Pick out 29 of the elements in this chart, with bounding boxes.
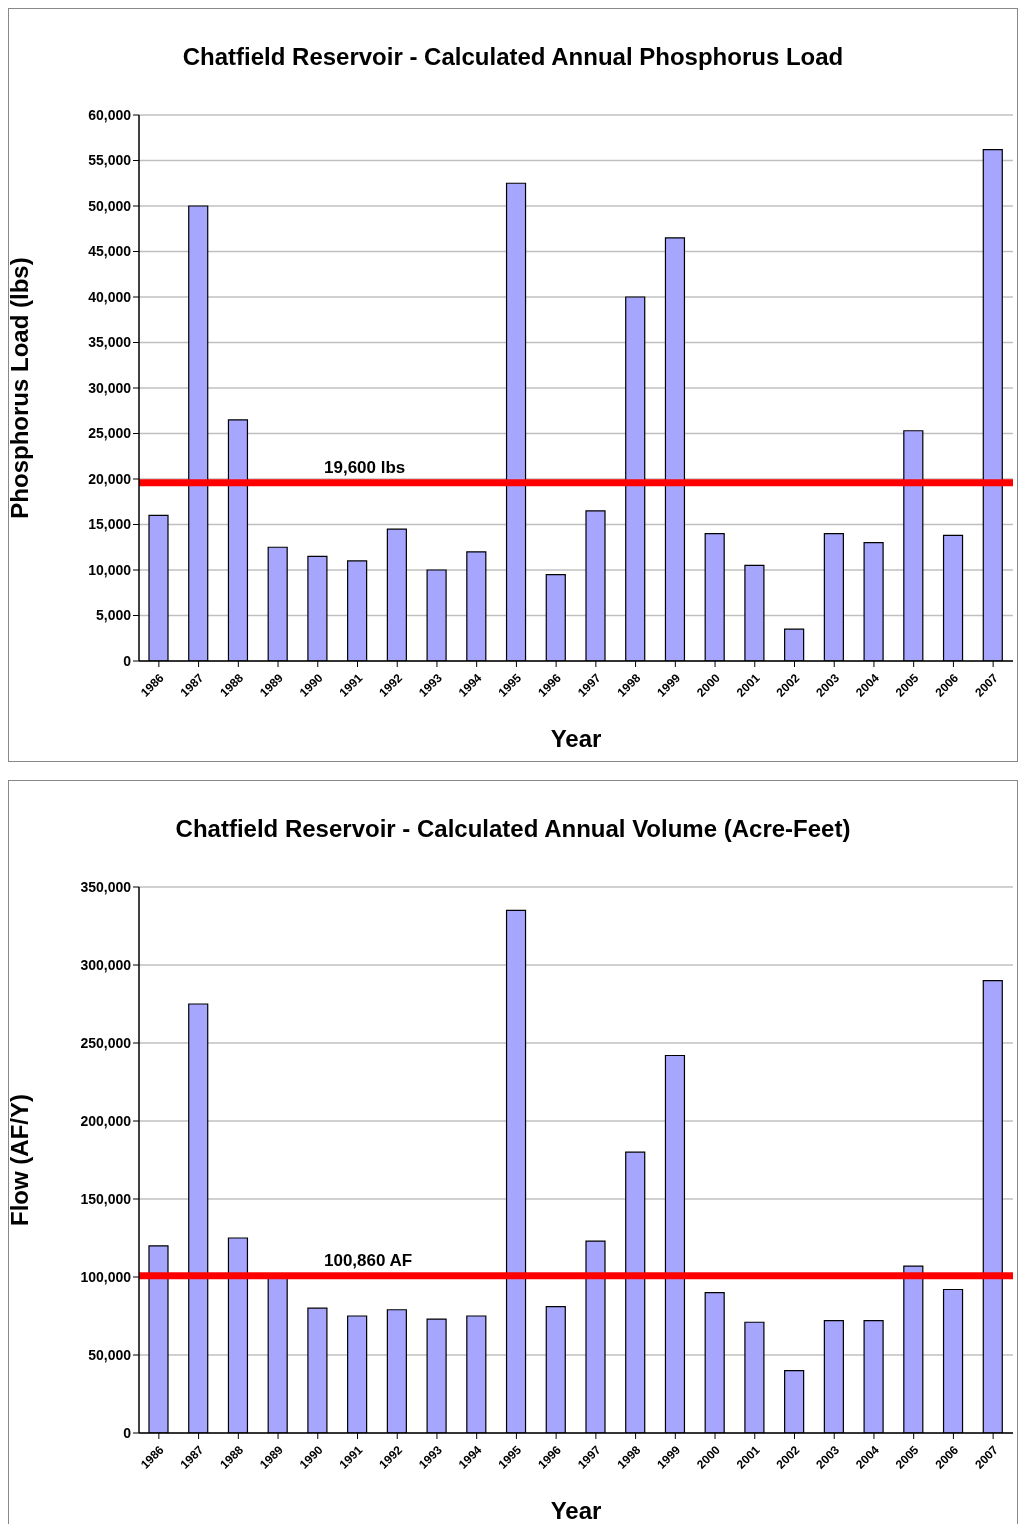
y-axis-title: Phosphorus Load (lbs) xyxy=(5,257,33,519)
x-axis-title: Year xyxy=(550,725,602,752)
y-tick-label: 350,000 xyxy=(80,878,132,895)
y-tick-label: 15,000 xyxy=(88,516,132,533)
y-tick-label: 25,000 xyxy=(88,425,132,442)
y-tick-label: 55,000 xyxy=(88,152,132,169)
y-tick-label: 0 xyxy=(123,1424,132,1441)
chart-title: Chatfield Reservoir - Calculated Annual Phosphorus Load xyxy=(181,42,845,72)
y-tick-label: 150,000 xyxy=(80,1190,132,1207)
y-tick-label: 10,000 xyxy=(88,561,132,578)
y-tick-label: 35,000 xyxy=(88,334,132,351)
ref-line-label: 19,600 lbs xyxy=(324,457,406,477)
y-tick-label: 300,000 xyxy=(80,956,132,973)
ref-line-label: 100,860 AF xyxy=(324,1250,413,1270)
y-tick-label: 60,000 xyxy=(88,106,132,123)
y-tick-label: 40,000 xyxy=(88,288,132,305)
y-tick-label: 20,000 xyxy=(88,470,132,487)
y-tick-label: 30,000 xyxy=(88,379,132,396)
y-axis-title: Flow (AF/Y) xyxy=(5,1094,33,1226)
y-tick-label: 50,000 xyxy=(88,197,132,214)
y-tick-label: 200,000 xyxy=(80,1112,132,1129)
y-tick-label: 100,000 xyxy=(80,1268,132,1285)
y-tick-label: 50,000 xyxy=(88,1346,132,1363)
x-axis-title: Year xyxy=(550,1497,602,1524)
y-tick-label: 45,000 xyxy=(88,243,132,260)
y-tick-label: 5,000 xyxy=(95,607,132,624)
y-tick-label: 250,000 xyxy=(80,1034,132,1051)
chart-title: Chatfield Reservoir - Calculated Annual Volume (Acre-Feet) xyxy=(174,814,852,844)
y-tick-label: 0 xyxy=(123,652,132,669)
